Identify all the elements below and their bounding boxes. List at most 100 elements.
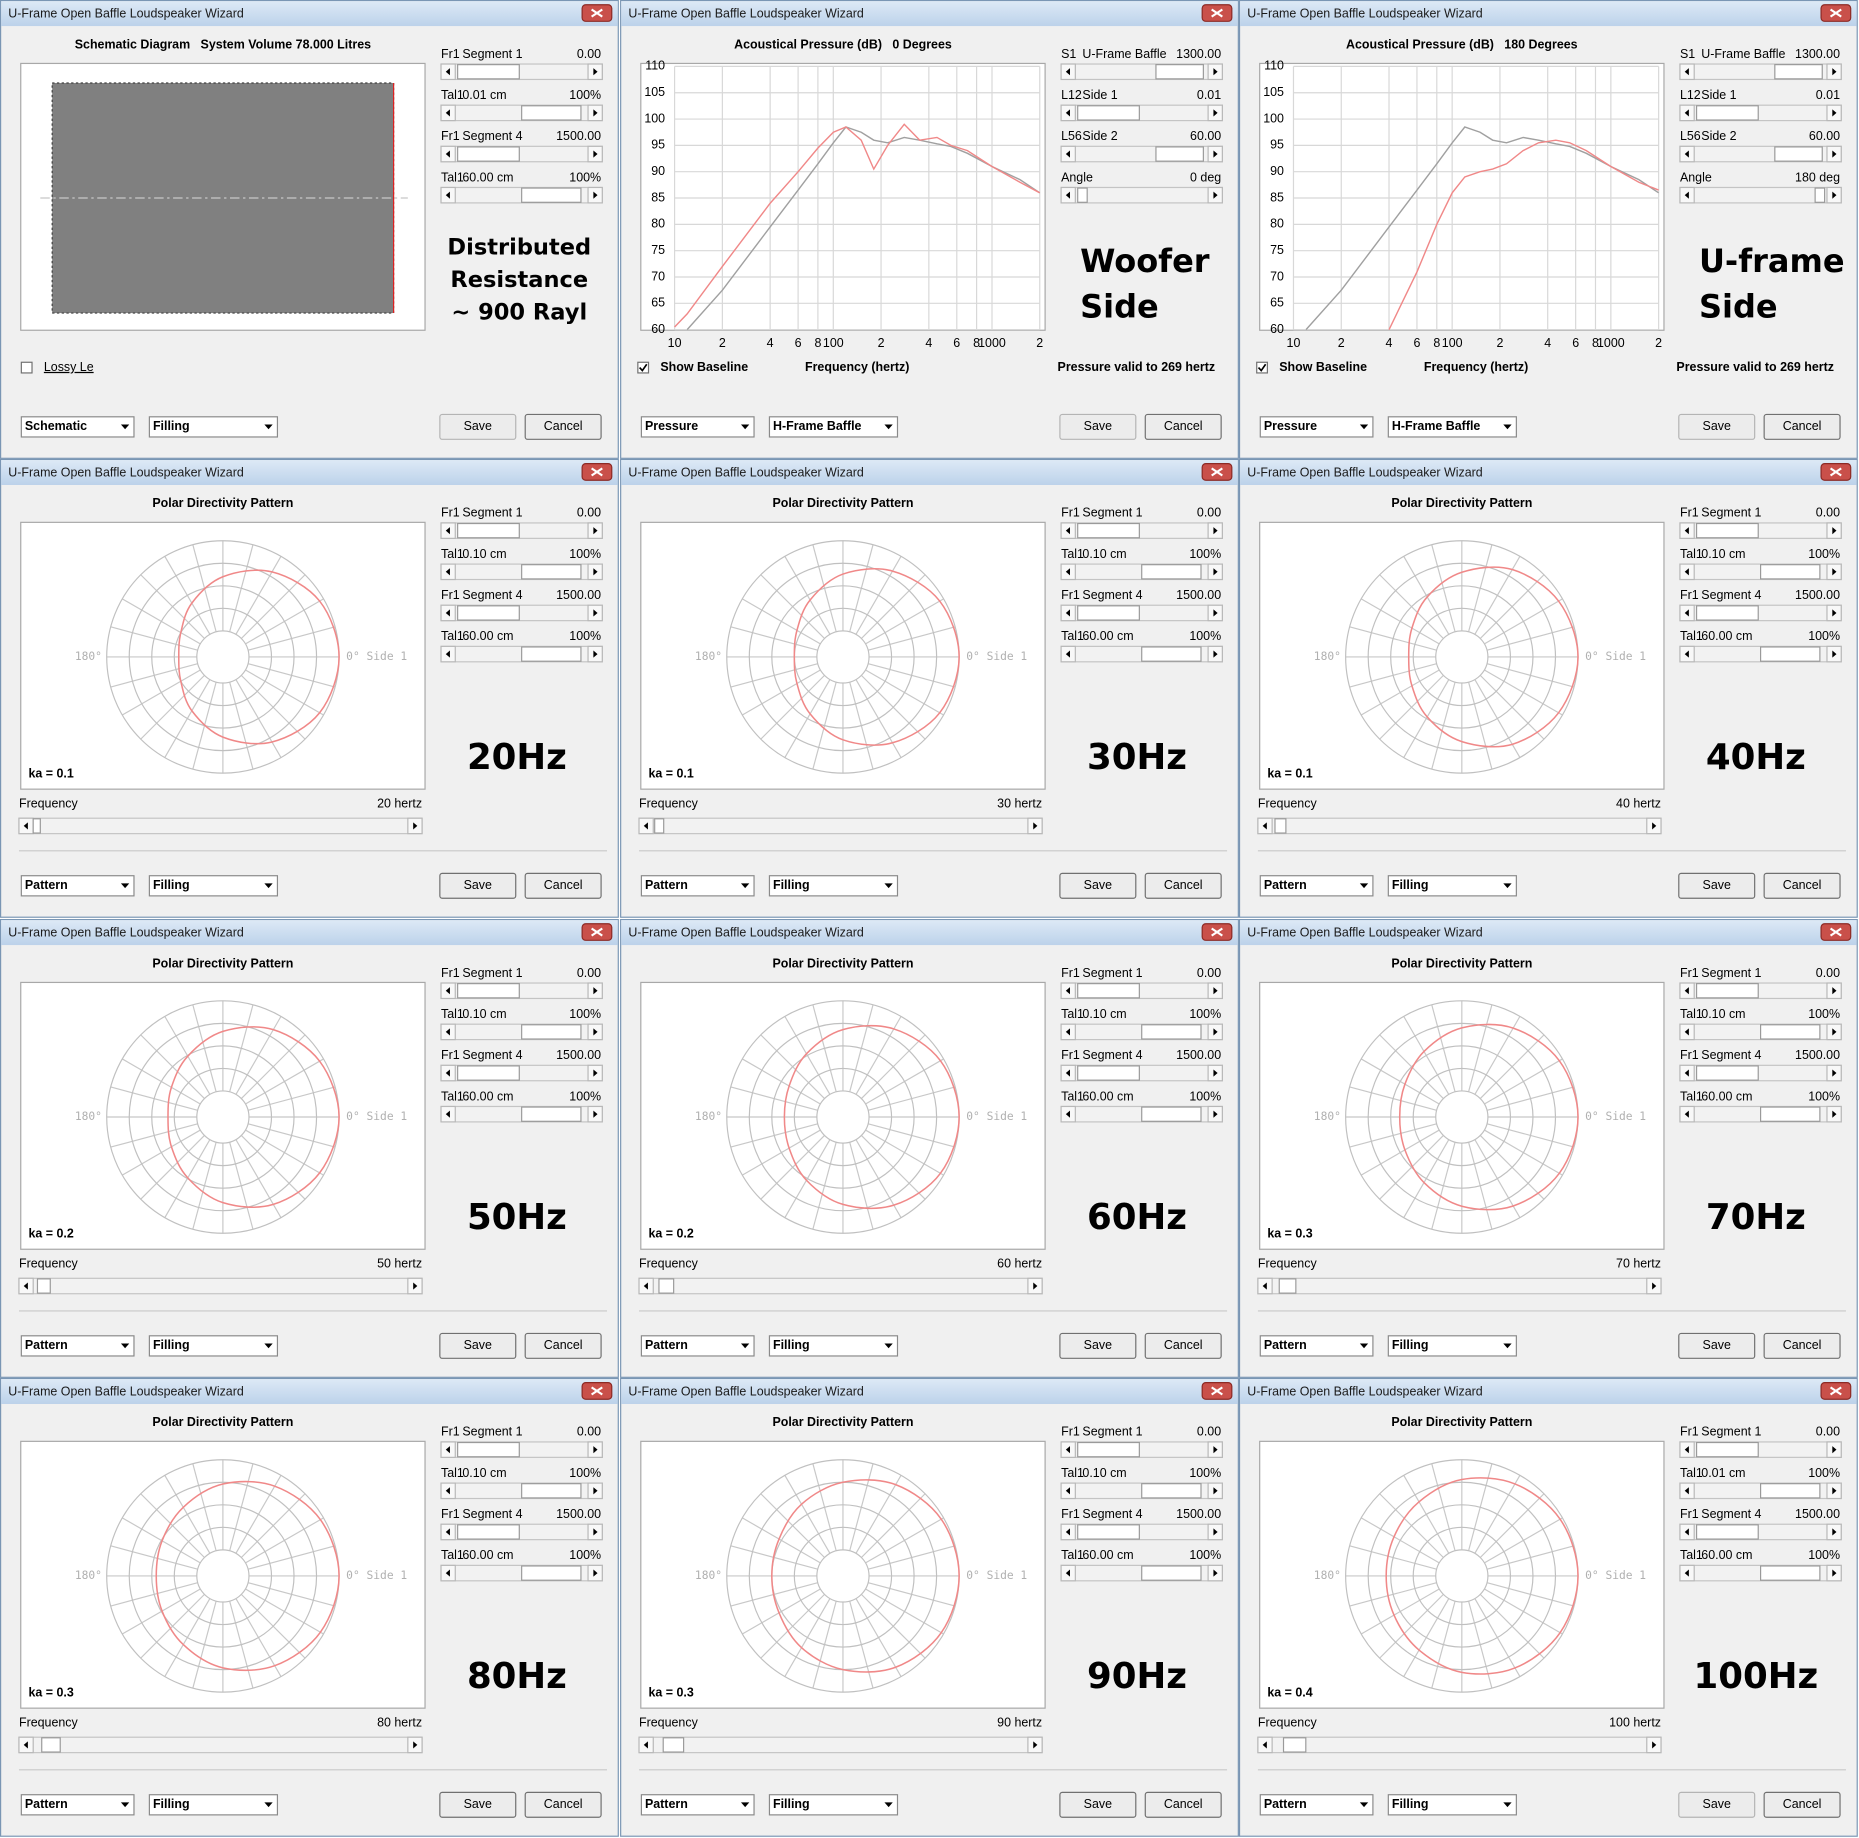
scroll-thumb[interactable]: [457, 146, 520, 162]
dropdown-box[interactable]: [768, 875, 899, 897]
param-scrollbar[interactable]: [1679, 145, 1842, 163]
scroll-thumb[interactable]: [1695, 105, 1759, 121]
button[interactable]: Cancel: [1144, 1332, 1222, 1359]
param-scrollbar[interactable]: [1679, 1523, 1842, 1541]
scroll-thumb[interactable]: [1141, 1106, 1202, 1122]
dropdown[interactable]: Pattern: [640, 875, 755, 897]
scroll-thumb[interactable]: [1077, 187, 1088, 203]
param-scrollbar[interactable]: [440, 645, 603, 663]
dropdown[interactable]: Pattern: [1259, 1794, 1374, 1816]
close-button[interactable]: [1201, 1382, 1233, 1400]
scroll-thumb[interactable]: [1141, 1483, 1202, 1499]
dropdown[interactable]: Pattern: [640, 1794, 755, 1816]
dropdown-box[interactable]: [1259, 416, 1374, 438]
dropdown[interactable]: H-Frame Baffle: [1387, 416, 1517, 438]
scroll-thumb[interactable]: [1141, 1024, 1202, 1040]
scroll-thumb[interactable]: [1141, 646, 1202, 662]
scroll-thumb[interactable]: [1077, 983, 1140, 999]
scroll-thumb[interactable]: [1760, 1106, 1821, 1122]
button-box[interactable]: [1763, 413, 1841, 440]
dropdown[interactable]: Filling: [148, 416, 279, 438]
dropdown[interactable]: Pattern: [20, 1335, 135, 1357]
scroll-thumb[interactable]: [1760, 1565, 1821, 1581]
button[interactable]: Cancel: [1144, 413, 1222, 440]
param-scrollbar[interactable]: [1679, 186, 1842, 204]
dropdown[interactable]: Pattern: [20, 1794, 135, 1816]
scroll-thumb[interactable]: [521, 1483, 582, 1499]
button[interactable]: Cancel: [524, 1332, 602, 1359]
scroll-thumb[interactable]: [1774, 146, 1823, 162]
param-scrollbar[interactable]: [440, 1441, 603, 1458]
param-scrollbar[interactable]: [440, 604, 603, 622]
param-scrollbar[interactable]: [1060, 1482, 1223, 1500]
button-box[interactable]: [1763, 872, 1841, 899]
button-box[interactable]: [1144, 413, 1222, 440]
frequency-slider[interactable]: [18, 1277, 423, 1295]
button-box[interactable]: [439, 1332, 517, 1359]
button-box[interactable]: [1678, 872, 1756, 899]
frequency-slider[interactable]: [638, 1277, 1043, 1295]
param-scrollbar[interactable]: [440, 1064, 603, 1082]
scroll-thumb[interactable]: [521, 1565, 582, 1581]
close-button[interactable]: [581, 923, 613, 941]
scroll-thumb[interactable]: [1695, 1441, 1759, 1458]
param-scrollbar[interactable]: [440, 186, 603, 204]
scroll-thumb[interactable]: [1760, 646, 1821, 662]
scroll-thumb[interactable]: [1141, 564, 1202, 580]
button[interactable]: Cancel: [1144, 872, 1222, 899]
param-scrollbar[interactable]: [1060, 63, 1223, 81]
button[interactable]: Save: [439, 1791, 517, 1818]
scroll-thumb[interactable]: [1077, 1065, 1140, 1081]
scroll-thumb[interactable]: [457, 1065, 520, 1081]
frequency-slider[interactable]: [638, 817, 1043, 835]
param-scrollbar[interactable]: [1679, 1482, 1842, 1500]
close-button[interactable]: [581, 4, 613, 22]
button[interactable]: Cancel: [524, 413, 602, 440]
frequency-slider[interactable]: [638, 1736, 1043, 1754]
param-scrollbar[interactable]: [1679, 522, 1842, 539]
button[interactable]: Save: [1059, 872, 1137, 899]
param-scrollbar[interactable]: [1060, 1105, 1223, 1123]
scroll-thumb[interactable]: [1695, 1065, 1759, 1081]
button-box[interactable]: [439, 872, 517, 899]
dropdown-box[interactable]: [20, 875, 135, 897]
scroll-thumb[interactable]: [457, 1441, 520, 1458]
scroll-thumb[interactable]: [1077, 105, 1140, 121]
dropdown[interactable]: Pressure: [1259, 416, 1374, 438]
dropdown-box[interactable]: [20, 416, 135, 438]
scroll-thumb[interactable]: [521, 105, 582, 121]
button[interactable]: Save: [1678, 872, 1756, 899]
scroll-thumb[interactable]: [457, 983, 520, 999]
param-scrollbar[interactable]: [1060, 563, 1223, 581]
dropdown-box[interactable]: [640, 416, 755, 438]
scroll-thumb[interactable]: [1077, 1524, 1140, 1540]
button[interactable]: Cancel: [1763, 1332, 1841, 1359]
scroll-thumb[interactable]: [457, 522, 520, 539]
dropdown[interactable]: Pattern: [1259, 875, 1374, 897]
scroll-thumb[interactable]: [1155, 64, 1204, 80]
dropdown[interactable]: Filling: [148, 1794, 279, 1816]
param-scrollbar[interactable]: [1060, 1441, 1223, 1458]
button-box[interactable]: [1678, 1332, 1756, 1359]
checkbox[interactable]: [637, 361, 650, 374]
dropdown-box[interactable]: [1387, 875, 1517, 897]
param-scrollbar[interactable]: [1679, 1064, 1842, 1082]
param-scrollbar[interactable]: [440, 1023, 603, 1041]
scroll-thumb[interactable]: [457, 605, 520, 621]
button[interactable]: Save: [439, 1332, 517, 1359]
close-button[interactable]: [581, 463, 613, 481]
scroll-thumb[interactable]: [1695, 1524, 1759, 1540]
scroll-thumb[interactable]: [1774, 64, 1823, 80]
dropdown-box[interactable]: [1259, 1335, 1374, 1357]
scroll-thumb[interactable]: [1282, 1737, 1307, 1753]
dropdown-box[interactable]: [148, 1335, 279, 1357]
button-box[interactable]: [1059, 872, 1137, 899]
button[interactable]: Cancel: [1144, 1791, 1222, 1818]
dropdown[interactable]: Filling: [148, 1335, 279, 1357]
scroll-thumb[interactable]: [36, 1278, 51, 1294]
close-button[interactable]: [1201, 923, 1233, 941]
param-scrollbar[interactable]: [440, 522, 603, 539]
dropdown[interactable]: Filling: [768, 1335, 899, 1357]
param-scrollbar[interactable]: [1679, 1441, 1842, 1458]
param-scrollbar[interactable]: [1060, 145, 1223, 163]
